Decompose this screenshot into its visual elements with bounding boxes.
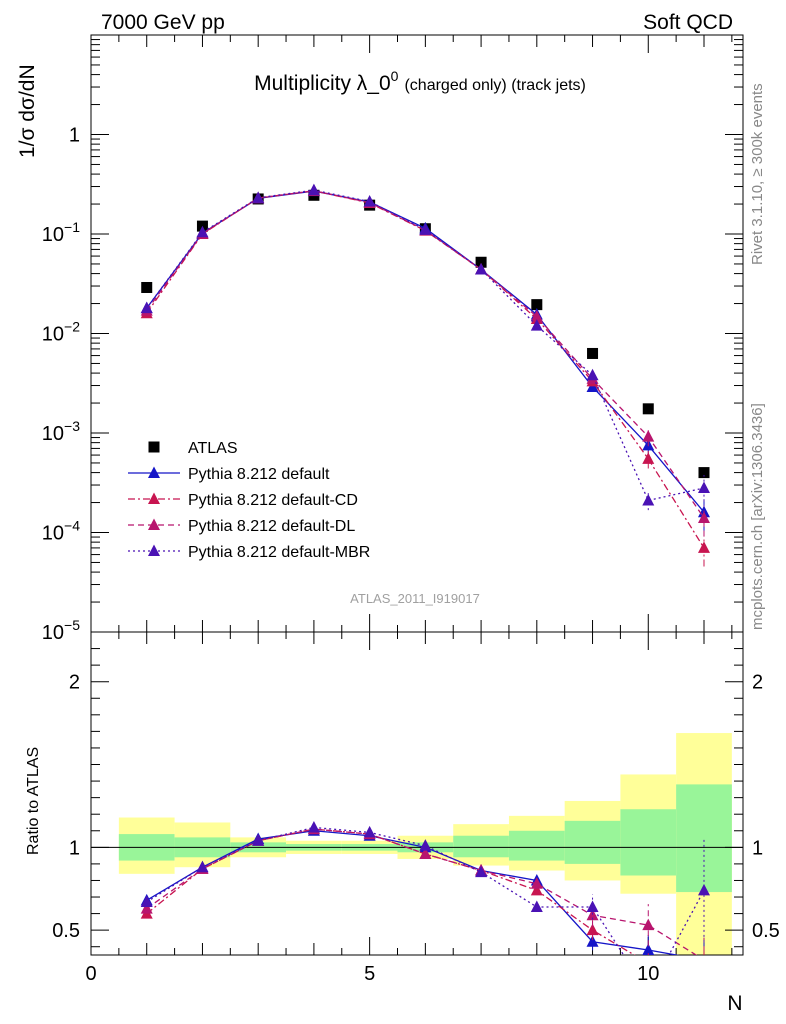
main-axis-ticks: 10−5 10−4 10−3 10−2 10−1 1 <box>42 34 743 644</box>
legend-label: Pythia 8.212 default-CD <box>188 492 358 509</box>
legend-marker <box>148 518 160 530</box>
watermark: ATLAS_2011_I919017 <box>350 591 480 606</box>
ratio-line <box>146 826 705 955</box>
data-point <box>141 281 153 293</box>
y-tick-label: 10−3 <box>42 418 80 445</box>
data-point <box>642 452 655 464</box>
data-point <box>140 301 153 314</box>
chart-title-sup: 0 <box>391 68 399 84</box>
ratio-point <box>642 918 655 931</box>
ratio-point <box>586 935 599 947</box>
ratio-point <box>419 839 432 851</box>
stat-uncertainty-band <box>620 809 677 876</box>
ratio-bands <box>91 733 743 955</box>
data-point <box>252 191 265 203</box>
series-line <box>146 190 705 513</box>
ratio-tick-label: 0.5 <box>52 920 80 942</box>
ratio-point <box>140 895 153 907</box>
ratio-point <box>697 883 710 896</box>
chart-title: Multiplicity λ_00 (charged only) (track j… <box>254 68 586 95</box>
legend-label: Pythia 8.212 default-DL <box>188 518 355 535</box>
legend-marker <box>148 544 160 556</box>
series-line <box>146 190 705 549</box>
chart-title-main: Multiplicity λ_0 <box>254 72 391 95</box>
data-point <box>530 310 543 322</box>
y-tick-label: 10−5 <box>42 617 80 644</box>
legend-marker <box>148 466 160 478</box>
ratio-point <box>586 900 599 912</box>
ratio-point <box>530 883 543 896</box>
data-point <box>475 256 487 268</box>
rivet-label: Rivet 3.1.10, ≥ 300k events <box>749 83 766 265</box>
data-point <box>419 223 432 235</box>
header-right: Soft QCD <box>643 11 733 34</box>
x-axis-label: N <box>727 992 742 1015</box>
data-point <box>531 299 543 311</box>
data-point <box>587 347 599 359</box>
ratio-series <box>140 820 710 955</box>
data-point <box>697 511 710 523</box>
ratio-point <box>419 847 432 859</box>
data-point <box>196 225 209 238</box>
main-panel-frame <box>90 34 744 633</box>
chart-title-sub: (charged only) (track jets) <box>404 77 585 94</box>
x-axis-ticks: 0 5 10 <box>85 35 733 985</box>
y-tick-label: 1 <box>69 125 80 147</box>
y-tick-label: 10−1 <box>42 219 80 246</box>
stat-uncertainty-band <box>453 835 509 858</box>
main-series <box>140 183 710 567</box>
legend-marker <box>148 492 160 504</box>
ratio-point <box>307 820 320 833</box>
header-left: 7000 GeV pp <box>101 11 225 34</box>
data-point <box>697 541 710 553</box>
ratio-point <box>196 860 209 873</box>
ratio-panel-frame <box>90 631 744 956</box>
legend: ATLAS Pythia 8.212 default Pythia 8.212 de… <box>128 440 370 561</box>
data-point <box>642 493 655 506</box>
ratio-tick-label-right: 1 <box>752 837 763 859</box>
ratio-tick-label: 1 <box>69 837 80 859</box>
data-point <box>698 467 710 479</box>
data-point <box>586 368 599 381</box>
legend-label: Pythia 8.212 default <box>188 466 330 483</box>
data-point <box>642 403 654 415</box>
ratio-point <box>140 902 153 914</box>
ratio-point <box>642 943 655 955</box>
y-tick-label: 10−4 <box>42 518 80 545</box>
ratio-point <box>586 923 599 936</box>
ratio-axis-ticks: 0.5 0.5 1 1 2 2 <box>52 648 780 948</box>
y-axis-label: 1/σ dσ/dN <box>16 64 39 158</box>
ratio-tick-label-right: 2 <box>752 672 763 694</box>
stat-uncertainty-band <box>676 784 732 893</box>
data-point <box>642 430 655 442</box>
legend-label: ATLAS <box>188 440 238 457</box>
ratio-point <box>475 865 488 878</box>
ratio-axis-label: Ratio to ATLAS <box>25 747 42 855</box>
ratio-point <box>252 834 265 846</box>
data-point <box>530 319 543 331</box>
x-tick-label: 0 <box>85 963 96 985</box>
stat-uncertainty-band <box>564 820 621 864</box>
mcplots-label: mcplots.cern.ch [arXiv:1306.3436] <box>749 403 766 630</box>
ratio-tick-label-right: 0.5 <box>752 920 780 942</box>
legend-label: Pythia 8.212 default-MBR <box>188 544 370 561</box>
ratio-point <box>530 900 543 912</box>
data-point <box>475 262 488 275</box>
x-tick-label: 10 <box>637 963 659 985</box>
stat-uncertainty-band <box>508 830 565 861</box>
data-point <box>363 195 376 207</box>
ratio-tick-label: 2 <box>69 672 80 694</box>
x-tick-label: 5 <box>364 963 375 985</box>
data-point <box>307 183 320 196</box>
ratio-point <box>363 825 376 838</box>
data-point <box>697 481 710 494</box>
y-tick-label: 10−2 <box>42 319 80 346</box>
legend-marker <box>148 441 160 453</box>
ratio-point <box>530 877 543 889</box>
